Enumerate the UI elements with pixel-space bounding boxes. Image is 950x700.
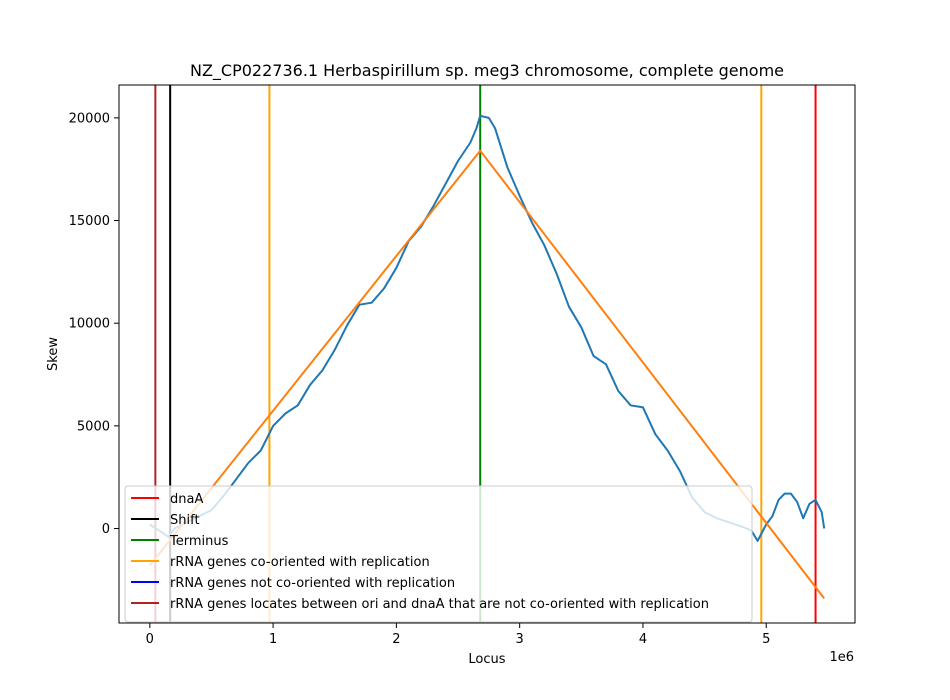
- x-axis-offset-label: 1e6: [829, 650, 854, 665]
- axes-frame: [118, 84, 856, 624]
- chart-title: NZ_CP022736.1 Herbaspirillum sp. meg3 ch…: [190, 61, 784, 81]
- series-layer: [149, 114, 826, 600]
- legend: dnaA Shift Terminus rRNA genes co-oriented …: [124, 485, 753, 623]
- legend-label: rRNA genes locates between ori and dnaA …: [170, 597, 709, 612]
- x-tick-label: 4: [639, 632, 647, 647]
- y-tick-label: 10000: [69, 317, 110, 332]
- y-axis-ticks: 0 5000 10000 15000 20000: [69, 111, 119, 537]
- x-axis-ticks: 0 1 2 3 4 5: [146, 623, 770, 647]
- y-tick-label: 5000: [77, 419, 110, 434]
- x-tick-label: 3: [516, 632, 524, 647]
- legend-label: rRNA genes not co-oriented with replicat…: [170, 576, 455, 591]
- legend-label: Shift: [170, 513, 200, 528]
- series-fit-line: [149, 149, 825, 600]
- legend-label: Terminus: [169, 534, 229, 549]
- x-tick-label: 0: [146, 632, 154, 647]
- y-tick-label: 20000: [69, 111, 110, 126]
- x-tick-label: 1: [269, 632, 277, 647]
- x-tick-label: 5: [762, 632, 770, 647]
- y-tick-label: 0: [102, 522, 110, 537]
- y-tick-label: 15000: [69, 214, 110, 229]
- series-skew-line: [149, 114, 826, 542]
- legend-label: dnaA: [170, 492, 203, 507]
- legend-label: rRNA genes co-oriented with replication: [170, 555, 430, 570]
- x-tick-label: 2: [392, 632, 400, 647]
- y-axis-label: Skew: [46, 337, 61, 371]
- legend-box: [124, 485, 753, 623]
- x-axis-label: Locus: [468, 652, 505, 667]
